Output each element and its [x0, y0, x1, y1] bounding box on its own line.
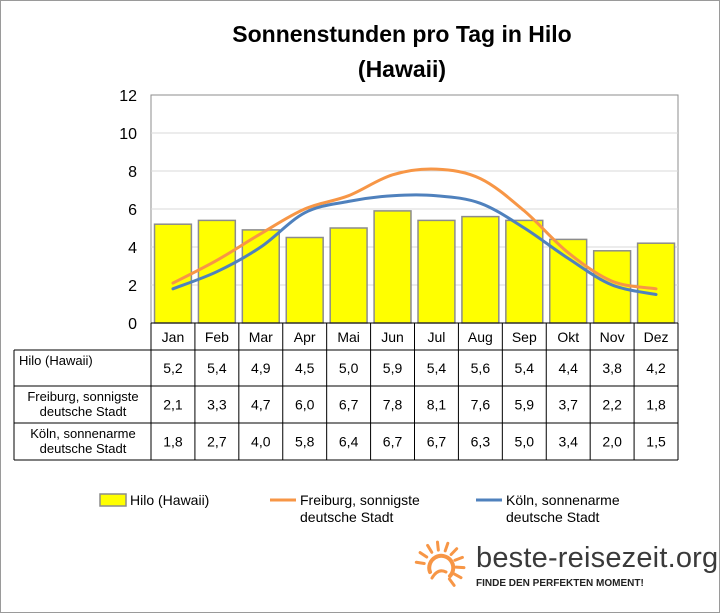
data-label: 5,6 [471, 360, 491, 376]
sun-ray [447, 577, 456, 587]
y-tick-label: 12 [119, 88, 137, 105]
x-tick-label: Jul [428, 329, 446, 345]
bar [373, 210, 412, 324]
sun-ray [452, 572, 463, 580]
x-tick-label: Aug [468, 329, 493, 345]
x-tick-label: Sep [512, 329, 537, 345]
data-label: 3,4 [558, 434, 578, 450]
site-logo[interactable]: beste-reisezeit.org FINDE DEN PERFEKTEN … [414, 538, 718, 598]
data-label: 5,4 [207, 360, 227, 376]
series-line [171, 193, 658, 296]
row-label: Köln, sonnenarme [30, 426, 136, 441]
data-label: 6,7 [383, 434, 403, 450]
sun-ray [414, 560, 426, 565]
sun-ray [426, 543, 434, 554]
data-label: 5,9 [383, 360, 403, 376]
data-label: 5,4 [427, 360, 447, 376]
row-label: deutsche Stadt [40, 441, 127, 456]
data-label: 2,0 [602, 434, 622, 450]
data-label: 1,5 [646, 434, 666, 450]
y-tick-label: 0 [128, 316, 137, 333]
x-tick-label: Dez [644, 329, 669, 345]
x-tick-label: Feb [205, 329, 229, 345]
data-label: 6,7 [339, 397, 359, 413]
data-label: 4,7 [251, 397, 271, 413]
sun-ray [418, 551, 429, 559]
legend-swatch-bar [99, 493, 127, 507]
data-label: 4,0 [251, 434, 271, 450]
sun-ray [453, 555, 464, 562]
data-label: 3,3 [207, 397, 227, 413]
y-tick-label: 2 [128, 278, 137, 295]
bar [592, 250, 632, 324]
site-tagline: FINDE DEN PERFEKTEN MOMENT! [476, 578, 644, 589]
sun-ray [443, 541, 450, 553]
data-label: 5,4 [515, 360, 535, 376]
data-label: 5,8 [295, 434, 315, 450]
x-tick-label: Okt [557, 329, 579, 345]
x-tick-label: Mai [337, 329, 360, 345]
y-tick-label: 4 [128, 240, 137, 257]
sun-ray [435, 540, 440, 552]
bar [329, 227, 368, 324]
legend-label: Hilo (Hawaii) [130, 492, 209, 508]
data-label: 2,2 [602, 397, 622, 413]
legend-label: deutsche Stadt [300, 509, 394, 525]
row-label: Hilo (Hawaii) [19, 353, 93, 368]
data-label: 6,7 [427, 434, 447, 450]
site-name: beste-reisezeit.org [476, 542, 719, 574]
bar [285, 236, 324, 324]
data-label: 8,1 [427, 397, 447, 413]
y-tick-label: 6 [128, 202, 137, 219]
data-label: 4,9 [251, 360, 271, 376]
data-label: 5,2 [163, 360, 183, 376]
data-label: 6,3 [471, 434, 491, 450]
sun-ray [454, 565, 466, 570]
data-label: 1,8 [163, 434, 183, 450]
row-label: Freiburg, sonnigste [27, 389, 138, 404]
data-label: 3,8 [602, 360, 622, 376]
data-label: 5,9 [515, 397, 535, 413]
chart-title-line-1: Sonnenstunden pro Tag in Hilo [232, 21, 571, 47]
legend-label: Freiburg, sonnigste [300, 492, 420, 508]
data-label: 5,0 [515, 434, 535, 450]
x-tick-label: Mar [249, 329, 273, 345]
bar [505, 219, 544, 324]
row-label: deutsche Stadt [40, 404, 127, 419]
data-label: 2,7 [207, 434, 227, 450]
data-label: 3,7 [558, 397, 578, 413]
bar [461, 215, 500, 324]
data-label: 6,0 [295, 397, 315, 413]
x-tick-label: Nov [600, 329, 625, 345]
bar [241, 229, 280, 324]
data-label: 4,4 [558, 360, 578, 376]
chart-title-line-2: (Hawaii) [358, 56, 446, 82]
data-label: 7,6 [471, 397, 491, 413]
bar [153, 223, 193, 324]
legend-label: deutsche Stadt [506, 509, 600, 525]
sun-icon [414, 540, 466, 587]
data-label: 1,8 [646, 397, 666, 413]
data-label: 4,2 [646, 360, 666, 376]
x-tick-label: Jan [162, 329, 185, 345]
y-tick-label: 8 [128, 164, 137, 181]
sun-ray [449, 547, 459, 556]
series-line [171, 167, 658, 291]
y-tick-label: 10 [119, 126, 137, 143]
data-label: 4,5 [295, 360, 315, 376]
data-label: 7,8 [383, 397, 403, 413]
x-tick-label: Jun [381, 329, 404, 345]
data-label: 5,0 [339, 360, 359, 376]
x-tick-label: Apr [294, 329, 316, 345]
data-label: 6,4 [339, 434, 359, 450]
data-label: 2,1 [163, 397, 183, 413]
legend-label: Köln, sonnenarme [506, 492, 620, 508]
bar [417, 219, 456, 324]
bar [636, 242, 676, 324]
